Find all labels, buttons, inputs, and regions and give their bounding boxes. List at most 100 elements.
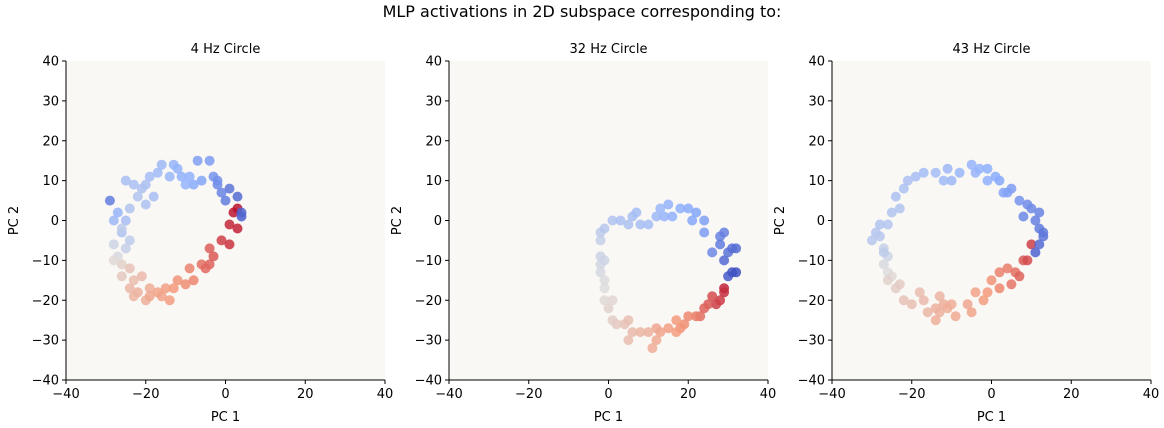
scatter-point	[164, 295, 175, 306]
x-tick-label: 0	[221, 387, 229, 402]
scatter-point	[144, 283, 155, 294]
x-tick-label: 0	[987, 387, 995, 402]
scatter-point	[894, 203, 905, 214]
x-tick-label: −40	[818, 387, 845, 402]
scatter-point	[886, 207, 897, 218]
subplot-2: −40 −20 0 20 40 −40 −30 −20 −10 0 10 20 30 40 32 Hz Ci…	[390, 42, 776, 425]
scatter-point	[1034, 239, 1045, 250]
scatter-point	[108, 215, 119, 226]
y-axis-label: PC 2	[7, 206, 22, 235]
scatter-point	[108, 239, 119, 250]
scatter-point	[104, 195, 115, 206]
scatter-point	[707, 291, 718, 302]
scatter-point	[731, 267, 742, 278]
y-tick-label: 10	[425, 174, 442, 189]
scatter-point	[140, 199, 151, 210]
scatter-point	[946, 175, 957, 186]
scatter-point	[599, 275, 610, 286]
y-tick-label: −20	[415, 294, 442, 309]
scatter-point	[220, 195, 231, 206]
scatter-point	[196, 175, 207, 186]
scatter-point	[160, 283, 171, 294]
scatter-point	[918, 167, 929, 178]
scatter-point	[188, 275, 199, 286]
scatter-point	[986, 275, 997, 286]
x-tick-label: 40	[1143, 387, 1160, 402]
scatter-point	[994, 283, 1005, 294]
y-tick-label: 0	[817, 214, 825, 229]
scatter-point	[184, 171, 195, 182]
scatter-point	[687, 215, 698, 226]
scatter-point	[1014, 195, 1025, 206]
plot-area	[66, 61, 385, 380]
x-axis-label: PC 1	[977, 410, 1006, 425]
scatter-point	[116, 223, 127, 234]
scatter-point	[120, 175, 131, 186]
scatter-point	[934, 291, 945, 302]
scatter-point	[595, 251, 606, 262]
scatter-point	[232, 223, 243, 234]
scatter-point	[224, 239, 235, 250]
scatter-point	[663, 323, 674, 334]
scatter-point	[599, 223, 610, 234]
scatter-point	[156, 291, 167, 302]
y-tick-label: 30	[425, 94, 442, 109]
x-tick-label: −20	[132, 387, 159, 402]
scatter-point	[990, 171, 1001, 182]
scatter-point	[164, 171, 175, 182]
scatter-point	[671, 327, 682, 338]
scatter-point	[918, 295, 929, 306]
scatter-point	[878, 259, 889, 270]
scatter-point	[108, 255, 119, 266]
scatter-point	[623, 219, 634, 230]
y-tick-label: 10	[808, 174, 825, 189]
scatter-point	[882, 219, 893, 230]
x-tick-label: 40	[760, 387, 777, 402]
scatter-point	[1022, 255, 1033, 266]
scatter-point	[715, 239, 726, 250]
scatter-point	[643, 219, 654, 230]
scatter-point	[152, 167, 163, 178]
scatter-point	[204, 243, 215, 254]
scatter-point	[910, 171, 921, 182]
scatter-point	[1022, 199, 1033, 210]
scatter-point	[966, 307, 977, 318]
scatter-point	[978, 295, 989, 306]
subplot-title: 43 Hz Circle	[953, 42, 1031, 57]
scatter-point	[651, 323, 662, 334]
scatter-point	[982, 287, 993, 298]
scatter-point	[116, 271, 127, 282]
scatter-point	[683, 203, 694, 214]
scatter-point	[699, 227, 710, 238]
scatter-point	[930, 167, 941, 178]
scatter-point	[1030, 247, 1041, 258]
x-tick-label: −40	[435, 387, 462, 402]
scatter-point	[595, 267, 606, 278]
scatter-point	[124, 263, 135, 274]
y-tick-label: 0	[434, 214, 442, 229]
scatter-point	[946, 299, 957, 310]
scatter-point	[659, 211, 670, 222]
scatter-point	[615, 215, 626, 226]
scatter-point	[188, 179, 199, 190]
scatter-point	[144, 291, 155, 302]
scatter-point	[635, 327, 646, 338]
scatter-point	[132, 191, 143, 202]
scatter-point	[655, 203, 666, 214]
scatter-point	[603, 303, 614, 314]
scatter-point	[651, 335, 662, 346]
scatter-point	[623, 315, 634, 326]
scatter-point	[699, 215, 710, 226]
scatter-point	[112, 207, 123, 218]
scatter-point	[1038, 227, 1049, 238]
scatter-point	[176, 171, 187, 182]
x-tick-label: −40	[52, 387, 79, 402]
scatter-point	[731, 243, 742, 254]
x-tick-label: 20	[680, 387, 697, 402]
scatter-point	[136, 271, 147, 282]
scatter-point	[212, 175, 223, 186]
scatter-point	[663, 199, 674, 210]
subplot-title: 32 Hz Circle	[570, 42, 648, 57]
subplot-3: −40 −20 0 20 40 −40 −30 −20 −10 0 10 20 30 40 43 Hz Ci…	[773, 42, 1159, 425]
